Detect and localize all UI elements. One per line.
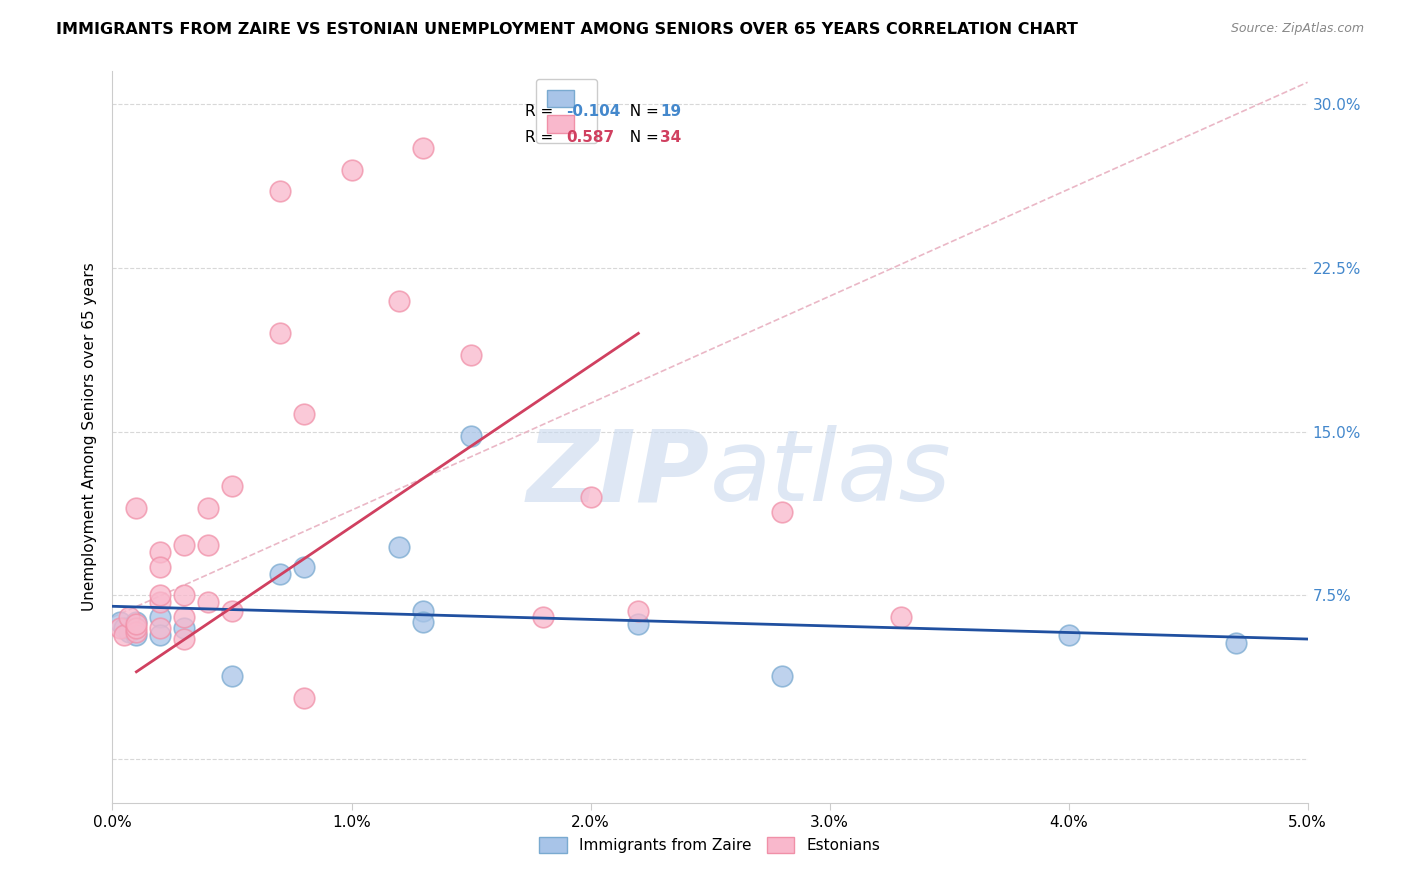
Point xyxy=(627,604,650,618)
Text: 34: 34 xyxy=(659,129,681,145)
Point xyxy=(114,621,135,635)
Point xyxy=(221,479,243,493)
Text: ZIP: ZIP xyxy=(527,425,710,522)
Point xyxy=(412,141,434,155)
Point xyxy=(460,348,482,362)
Legend: Immigrants from Zaire, Estonians: Immigrants from Zaire, Estonians xyxy=(531,830,889,861)
Point xyxy=(108,615,131,629)
Point xyxy=(292,691,315,706)
Point xyxy=(149,588,172,602)
Point xyxy=(770,505,793,519)
Point xyxy=(531,610,554,624)
Point xyxy=(412,604,434,618)
Point xyxy=(173,621,195,635)
Text: R =: R = xyxy=(524,104,558,120)
Point xyxy=(197,501,219,516)
Text: atlas: atlas xyxy=(710,425,952,522)
Point xyxy=(890,610,912,624)
Point xyxy=(149,595,172,609)
Point xyxy=(125,615,148,629)
Point xyxy=(118,610,141,624)
Point xyxy=(197,595,219,609)
Text: Source: ZipAtlas.com: Source: ZipAtlas.com xyxy=(1230,22,1364,36)
Point xyxy=(125,628,148,642)
Point xyxy=(114,628,135,642)
Point xyxy=(125,616,148,631)
Point xyxy=(269,185,291,199)
Text: R =: R = xyxy=(524,129,562,145)
Point xyxy=(412,615,434,629)
Point xyxy=(125,501,148,516)
Point xyxy=(149,621,172,635)
Point xyxy=(108,621,131,635)
Point xyxy=(388,293,411,308)
Y-axis label: Unemployment Among Seniors over 65 years: Unemployment Among Seniors over 65 years xyxy=(82,263,97,611)
Point xyxy=(149,628,172,642)
Point xyxy=(125,621,148,635)
Text: 0.587: 0.587 xyxy=(567,129,614,145)
Point xyxy=(197,538,219,552)
Point xyxy=(1057,628,1080,642)
Point xyxy=(118,625,141,640)
Point xyxy=(173,588,195,602)
Point xyxy=(221,604,243,618)
Point xyxy=(292,560,315,574)
Point xyxy=(460,429,482,443)
Point xyxy=(149,610,172,624)
Point xyxy=(627,616,650,631)
Point xyxy=(388,541,411,555)
Text: IMMIGRANTS FROM ZAIRE VS ESTONIAN UNEMPLOYMENT AMONG SENIORS OVER 65 YEARS CORRE: IMMIGRANTS FROM ZAIRE VS ESTONIAN UNEMPL… xyxy=(56,22,1078,37)
Point xyxy=(149,560,172,574)
Point xyxy=(770,669,793,683)
Point xyxy=(292,407,315,421)
Point xyxy=(269,566,291,581)
Text: N =: N = xyxy=(620,104,664,120)
Point xyxy=(173,538,195,552)
Point xyxy=(340,162,363,177)
Point xyxy=(221,669,243,683)
Text: -0.104: -0.104 xyxy=(567,104,621,120)
Point xyxy=(173,610,195,624)
Text: N =: N = xyxy=(620,129,664,145)
Text: 19: 19 xyxy=(659,104,681,120)
Point xyxy=(579,490,602,504)
Point xyxy=(125,625,148,640)
Point xyxy=(269,326,291,341)
Point xyxy=(149,545,172,559)
Point xyxy=(173,632,195,646)
Point xyxy=(1225,636,1247,650)
